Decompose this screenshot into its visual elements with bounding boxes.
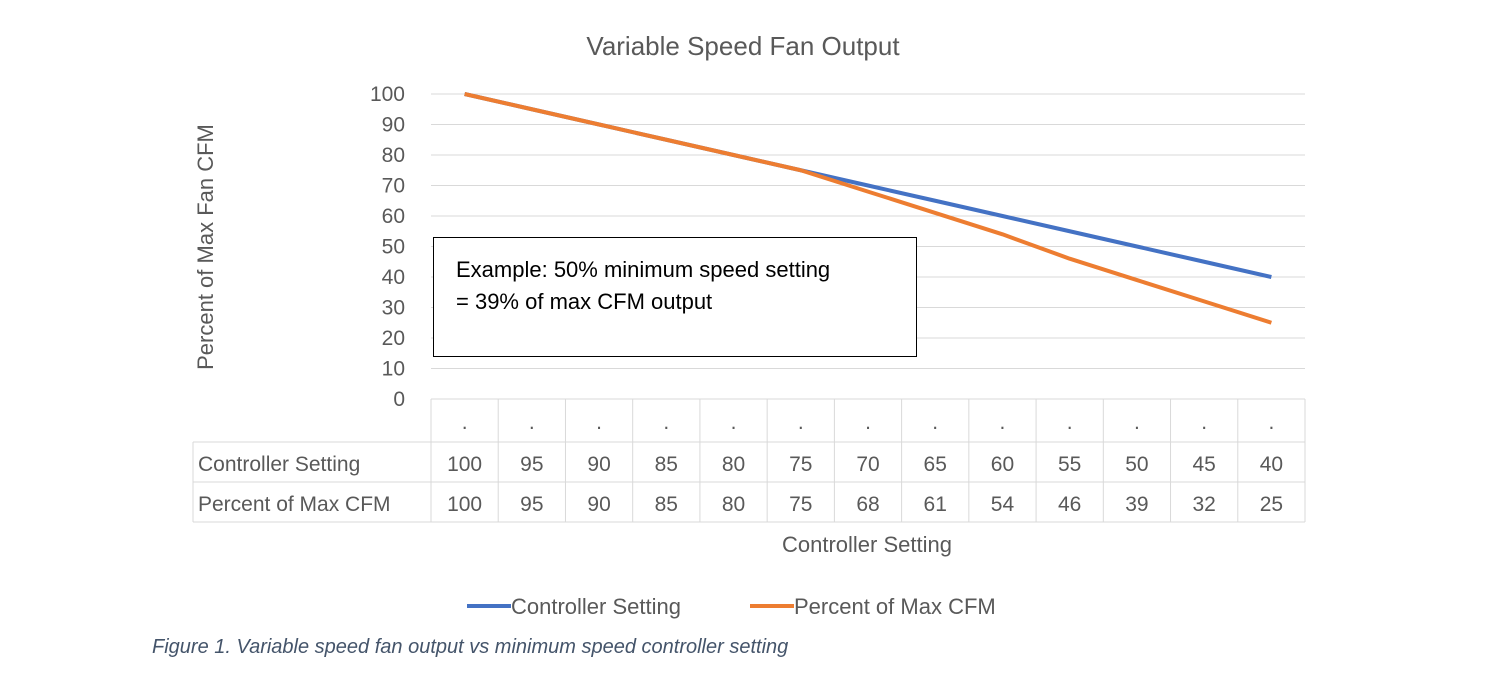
table-cell: 100 xyxy=(447,453,482,476)
x-category-label: . xyxy=(731,411,737,434)
table-cell: 90 xyxy=(587,453,610,476)
y-tick-label: 0 xyxy=(393,388,405,411)
table-cell: 95 xyxy=(520,453,543,476)
y-tick-label: 100 xyxy=(370,83,405,106)
x-category-label: . xyxy=(529,411,535,434)
y-tick-label: 30 xyxy=(382,297,405,320)
x-category-label: . xyxy=(596,411,602,434)
x-category-label: . xyxy=(1000,411,1006,434)
x-category-label: . xyxy=(865,411,871,434)
annotation-line-1: Example: 50% minimum speed setting xyxy=(456,257,831,282)
table-cell: 80 xyxy=(722,453,745,476)
table-cell: 45 xyxy=(1192,453,1215,476)
series-line xyxy=(464,92,1272,325)
annotation-box: Example: 50% minimum speed setting = 39%… xyxy=(433,237,917,357)
y-tick-label: 80 xyxy=(382,144,405,167)
x-category-label: . xyxy=(462,411,468,434)
x-category-label: . xyxy=(798,411,804,434)
y-tick-label: 40 xyxy=(382,266,405,289)
table-cell: 68 xyxy=(856,493,879,516)
table-cell: 80 xyxy=(722,493,745,516)
x-category-label: . xyxy=(663,411,669,434)
y-tick-label: 70 xyxy=(382,175,405,198)
y-tick-label: 90 xyxy=(382,114,405,137)
table-cell: 39 xyxy=(1125,493,1148,516)
y-axis-label: Percent of Max Fan CFM xyxy=(193,124,218,370)
y-tick-label: 20 xyxy=(382,327,405,350)
table-cell: 40 xyxy=(1260,453,1283,476)
table-cell: 90 xyxy=(587,493,610,516)
x-category-label: . xyxy=(1067,411,1073,434)
table-cell: 100 xyxy=(447,493,482,516)
table-cell: 54 xyxy=(991,493,1015,516)
y-tick-label: 10 xyxy=(382,358,405,381)
legend-label: Percent of Max CFM xyxy=(794,594,996,619)
table-cell: 85 xyxy=(655,453,678,476)
x-category-label: . xyxy=(932,411,938,434)
legend-label: Controller Setting xyxy=(511,594,681,619)
y-tick-label: 60 xyxy=(382,205,405,228)
table-cell: 32 xyxy=(1192,493,1215,516)
table-cell: 85 xyxy=(655,493,678,516)
table-series-label: Controller Setting xyxy=(198,453,360,476)
x-category-label: . xyxy=(1201,411,1207,434)
x-axis-label: Controller Setting xyxy=(782,532,952,557)
table-cell: 65 xyxy=(924,453,947,476)
table-cell: 55 xyxy=(1058,453,1081,476)
table-cell: 95 xyxy=(520,493,543,516)
table-cell: 25 xyxy=(1260,493,1283,516)
y-tick-label: 50 xyxy=(382,236,405,259)
annotation-line-2: = 39% of max CFM output xyxy=(456,289,713,314)
table-cell: 50 xyxy=(1125,453,1148,476)
table-cell: 61 xyxy=(924,493,947,516)
table-cell: 75 xyxy=(789,453,812,476)
chart-title: Variable Speed Fan Output xyxy=(586,31,900,61)
table-cell: 70 xyxy=(856,453,879,476)
table-cell: 60 xyxy=(991,453,1014,476)
figure-caption: Figure 1. Variable speed fan output vs m… xyxy=(152,636,789,658)
x-category-label: . xyxy=(1134,411,1140,434)
table-cell: 75 xyxy=(789,493,812,516)
table-cell: 46 xyxy=(1058,493,1081,516)
table-series-label: Percent of Max CFM xyxy=(198,493,391,516)
x-category-label: . xyxy=(1268,411,1274,434)
